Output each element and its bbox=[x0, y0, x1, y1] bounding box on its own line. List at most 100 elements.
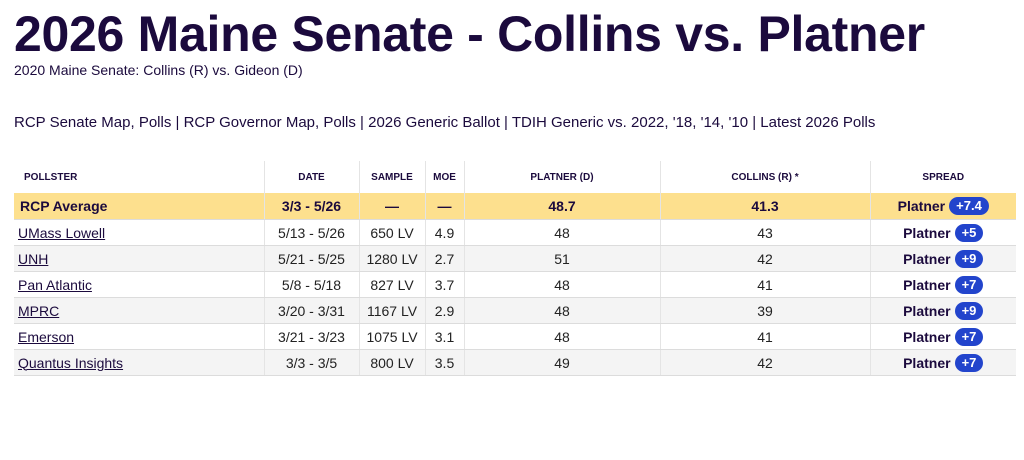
collins-cell: 41 bbox=[660, 271, 871, 298]
link-separator: | bbox=[499, 114, 512, 131]
pollster-link[interactable]: MPRC bbox=[18, 302, 60, 319]
collins-cell: 41 bbox=[660, 323, 871, 350]
spread-cell: Platner +7 bbox=[870, 323, 1016, 350]
spread-cell: Platner +9 bbox=[870, 245, 1016, 272]
pollster-link[interactable]: UMass Lowell bbox=[18, 224, 106, 241]
average-platner: 48.7 bbox=[464, 193, 661, 220]
spread-leader: Platner bbox=[903, 276, 951, 293]
rcp-average-row: RCP Average 3/3 - 5/26 — — 48.7 41.3 Pla… bbox=[14, 193, 1016, 220]
pollster-cell: Pan Atlantic bbox=[14, 271, 265, 298]
link-tdih-generic[interactable]: TDIH Generic vs. 2022, '18, '14, '10 bbox=[511, 114, 749, 131]
pollster-cell: UNH bbox=[14, 245, 265, 272]
platner-cell: 49 bbox=[464, 349, 661, 376]
spread-badge: +7 bbox=[954, 275, 984, 294]
average-date: 3/3 - 5/26 bbox=[264, 193, 360, 220]
link-governor-map[interactable]: RCP Governor Map bbox=[183, 114, 316, 131]
header-spread[interactable]: SPREAD bbox=[922, 171, 965, 183]
pollster-link[interactable]: Pan Atlantic bbox=[18, 276, 92, 293]
spread-badge: +7 bbox=[954, 327, 984, 346]
sample-cell: 827 LV bbox=[359, 271, 426, 298]
link-governor-polls[interactable]: Polls bbox=[323, 114, 356, 131]
sample-cell: 1280 LV bbox=[359, 245, 426, 272]
spread-cell: Platner +5 bbox=[870, 219, 1016, 246]
date-cell: 5/8 - 5/18 bbox=[264, 271, 360, 298]
spread-badge: +9 bbox=[954, 249, 984, 268]
table-row: Pan Atlantic 5/8 - 5/18 827 LV 3.7 48 41… bbox=[14, 271, 1016, 298]
platner-cell: 48 bbox=[464, 271, 661, 298]
spread-leader: Platner bbox=[903, 302, 951, 319]
date-cell: 3/3 - 3/5 bbox=[264, 349, 360, 376]
platner-cell: 48 bbox=[464, 323, 661, 350]
spread-leader: Platner bbox=[903, 224, 951, 241]
sample-cell: 800 LV bbox=[359, 349, 426, 376]
moe-cell: 2.9 bbox=[425, 297, 465, 324]
moe-cell: 3.1 bbox=[425, 323, 465, 350]
collins-cell: 42 bbox=[660, 245, 871, 272]
header-moe[interactable]: MOE bbox=[425, 161, 465, 193]
spread-badge: +9 bbox=[954, 301, 984, 320]
sample-cell: 1075 LV bbox=[359, 323, 426, 350]
link-separator: | bbox=[748, 114, 761, 131]
header-sample[interactable]: SAMPLE bbox=[359, 161, 426, 193]
link-separator: | bbox=[355, 114, 369, 131]
date-cell: 5/13 - 5/26 bbox=[264, 219, 360, 246]
platner-cell: 48 bbox=[464, 297, 661, 324]
link-separator: | bbox=[171, 114, 184, 131]
table-row: UMass Lowell 5/13 - 5/26 650 LV 4.9 48 4… bbox=[14, 219, 1016, 246]
link-senate-map[interactable]: RCP Senate Map bbox=[14, 114, 131, 131]
average-sample: — bbox=[359, 193, 426, 220]
spread-cell: Platner +9 bbox=[870, 297, 1016, 324]
date-cell: 3/21 - 3/23 bbox=[264, 323, 360, 350]
average-moe: — bbox=[425, 193, 465, 220]
collins-cell: 42 bbox=[660, 349, 871, 376]
link-separator: , bbox=[130, 114, 139, 131]
spread-badge: +7.4 bbox=[949, 197, 989, 215]
average-collins: 41.3 bbox=[660, 193, 871, 220]
pollster-link[interactable]: UNH bbox=[18, 250, 49, 267]
header-pollster[interactable]: POLLSTER bbox=[14, 161, 265, 193]
spread-cell: Platner +7 bbox=[870, 271, 1016, 298]
header-platner[interactable]: PLATNER (D) bbox=[464, 161, 661, 193]
sample-cell: 650 LV bbox=[359, 219, 426, 246]
pollster-cell: Emerson bbox=[14, 323, 265, 350]
page-container: 2026 Maine Senate - Collins vs. Platner … bbox=[14, 6, 1016, 376]
pollster-cell: Quantus Insights bbox=[14, 349, 265, 376]
average-spread: Platner +7.4 bbox=[870, 193, 1016, 220]
spread-badge: +7 bbox=[954, 353, 984, 372]
link-latest-polls[interactable]: Latest 2026 Polls bbox=[760, 114, 876, 131]
platner-cell: 51 bbox=[464, 245, 661, 272]
spread-leader: Platner bbox=[903, 354, 951, 371]
spread-badge: +5 bbox=[954, 223, 984, 242]
platner-cell: 48 bbox=[464, 219, 661, 246]
polls-table: POLLSTER DATE SAMPLE MOE PLATNER (D) COL… bbox=[14, 161, 1016, 376]
link-generic-ballot[interactable]: 2026 Generic Ballot bbox=[368, 114, 500, 131]
sample-cell: 1167 LV bbox=[359, 297, 426, 324]
spread-leader: Platner bbox=[903, 250, 951, 267]
moe-cell: 3.7 bbox=[425, 271, 465, 298]
moe-cell: 4.9 bbox=[425, 219, 465, 246]
header-date[interactable]: DATE bbox=[264, 161, 360, 193]
table-row: Emerson 3/21 - 3/23 1075 LV 3.1 48 41 Pl… bbox=[14, 323, 1016, 350]
related-links-bar: RCP Senate Map, Polls | RCP Governor Map… bbox=[14, 114, 1010, 131]
table-row: MPRC 3/20 - 3/31 1167 LV 2.9 48 39 Platn… bbox=[14, 297, 1016, 324]
table-row: UNH 5/21 - 5/25 1280 LV 2.7 51 42 Platne… bbox=[14, 245, 1016, 272]
pollster-cell: UMass Lowell bbox=[14, 219, 265, 246]
table-header-row: POLLSTER DATE SAMPLE MOE PLATNER (D) COL… bbox=[14, 161, 1016, 193]
moe-cell: 3.5 bbox=[425, 349, 465, 376]
previous-race-link[interactable]: 2020 Maine Senate: Collins (R) vs. Gideo… bbox=[14, 62, 303, 78]
collins-cell: 43 bbox=[660, 219, 871, 246]
link-separator: , bbox=[315, 114, 324, 131]
link-senate-polls[interactable]: Polls bbox=[138, 114, 172, 131]
pollster-link[interactable]: Quantus Insights bbox=[18, 354, 124, 371]
spread-leader: Platner bbox=[897, 198, 946, 214]
spread-leader: Platner bbox=[903, 328, 951, 345]
header-collins[interactable]: COLLINS (R) * bbox=[660, 161, 871, 193]
average-label: RCP Average bbox=[14, 193, 265, 220]
pollster-link[interactable]: Emerson bbox=[18, 328, 75, 345]
collins-cell: 39 bbox=[660, 297, 871, 324]
page-title: 2026 Maine Senate - Collins vs. Platner bbox=[14, 6, 925, 62]
moe-cell: 2.7 bbox=[425, 245, 465, 272]
table-row: Quantus Insights 3/3 - 3/5 800 LV 3.5 49… bbox=[14, 349, 1016, 376]
pollster-cell: MPRC bbox=[14, 297, 265, 324]
date-cell: 5/21 - 5/25 bbox=[264, 245, 360, 272]
